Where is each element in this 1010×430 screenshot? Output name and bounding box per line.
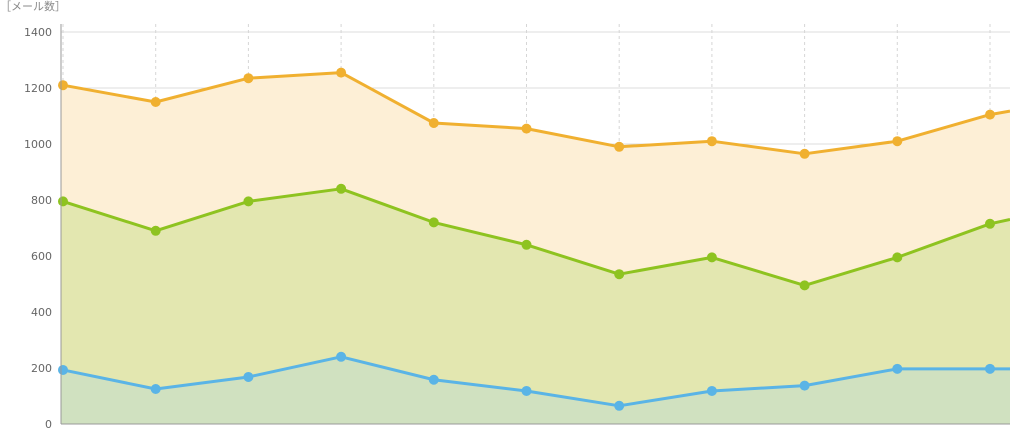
- y-tick-label: 1000: [24, 138, 52, 151]
- point-blue: [706, 385, 717, 396]
- y-tick-label: 400: [31, 306, 52, 319]
- point-orange: [706, 136, 717, 147]
- line-orange: [62, 71, 1010, 156]
- line-green: [62, 187, 1010, 287]
- point-blue: [985, 363, 995, 374]
- point-orange: [985, 109, 995, 120]
- point-blue: [892, 363, 903, 374]
- point-green: [985, 218, 995, 229]
- point-blue: [58, 364, 68, 375]
- axes: [60, 24, 1010, 425]
- point-blue: [243, 371, 254, 382]
- point-orange: [243, 73, 254, 84]
- point-blue: [614, 400, 625, 411]
- point-green: [706, 252, 717, 263]
- y-axis-unit-label: ［メール数］: [0, 0, 66, 13]
- point-orange: [336, 67, 347, 78]
- point-green: [58, 196, 68, 207]
- point-green: [428, 217, 439, 228]
- point-green: [521, 239, 532, 250]
- line-blue: [62, 355, 1010, 408]
- point-orange: [614, 141, 625, 152]
- point-blue: [150, 384, 161, 394]
- point-green: [614, 269, 625, 280]
- point-green: [336, 183, 347, 194]
- point-blue: [336, 351, 347, 362]
- point-orange: [799, 148, 810, 159]
- point-green: [892, 252, 903, 263]
- point-orange: [150, 97, 161, 107]
- y-tick-label: 600: [31, 250, 52, 263]
- y-tick-label: 800: [31, 194, 52, 207]
- point-orange: [521, 123, 532, 134]
- y-tick-label: 1200: [24, 82, 52, 95]
- y-tick-label: 0: [45, 418, 52, 430]
- point-orange: [58, 80, 68, 91]
- point-green: [150, 225, 161, 236]
- y-tick-label: 1400: [24, 26, 52, 39]
- y-tick-labels: 0 200 400 600 800 1000 1200 1400: [24, 26, 52, 430]
- series-lines: [62, 71, 1010, 408]
- y-tick-label: 200: [31, 362, 52, 375]
- point-orange: [892, 136, 903, 147]
- point-green: [243, 196, 254, 207]
- point-blue: [799, 380, 810, 391]
- point-orange: [428, 118, 439, 128]
- area-blue: [61, 356, 1010, 424]
- point-blue: [521, 385, 532, 396]
- point-green: [799, 280, 810, 291]
- point-blue: [428, 374, 439, 385]
